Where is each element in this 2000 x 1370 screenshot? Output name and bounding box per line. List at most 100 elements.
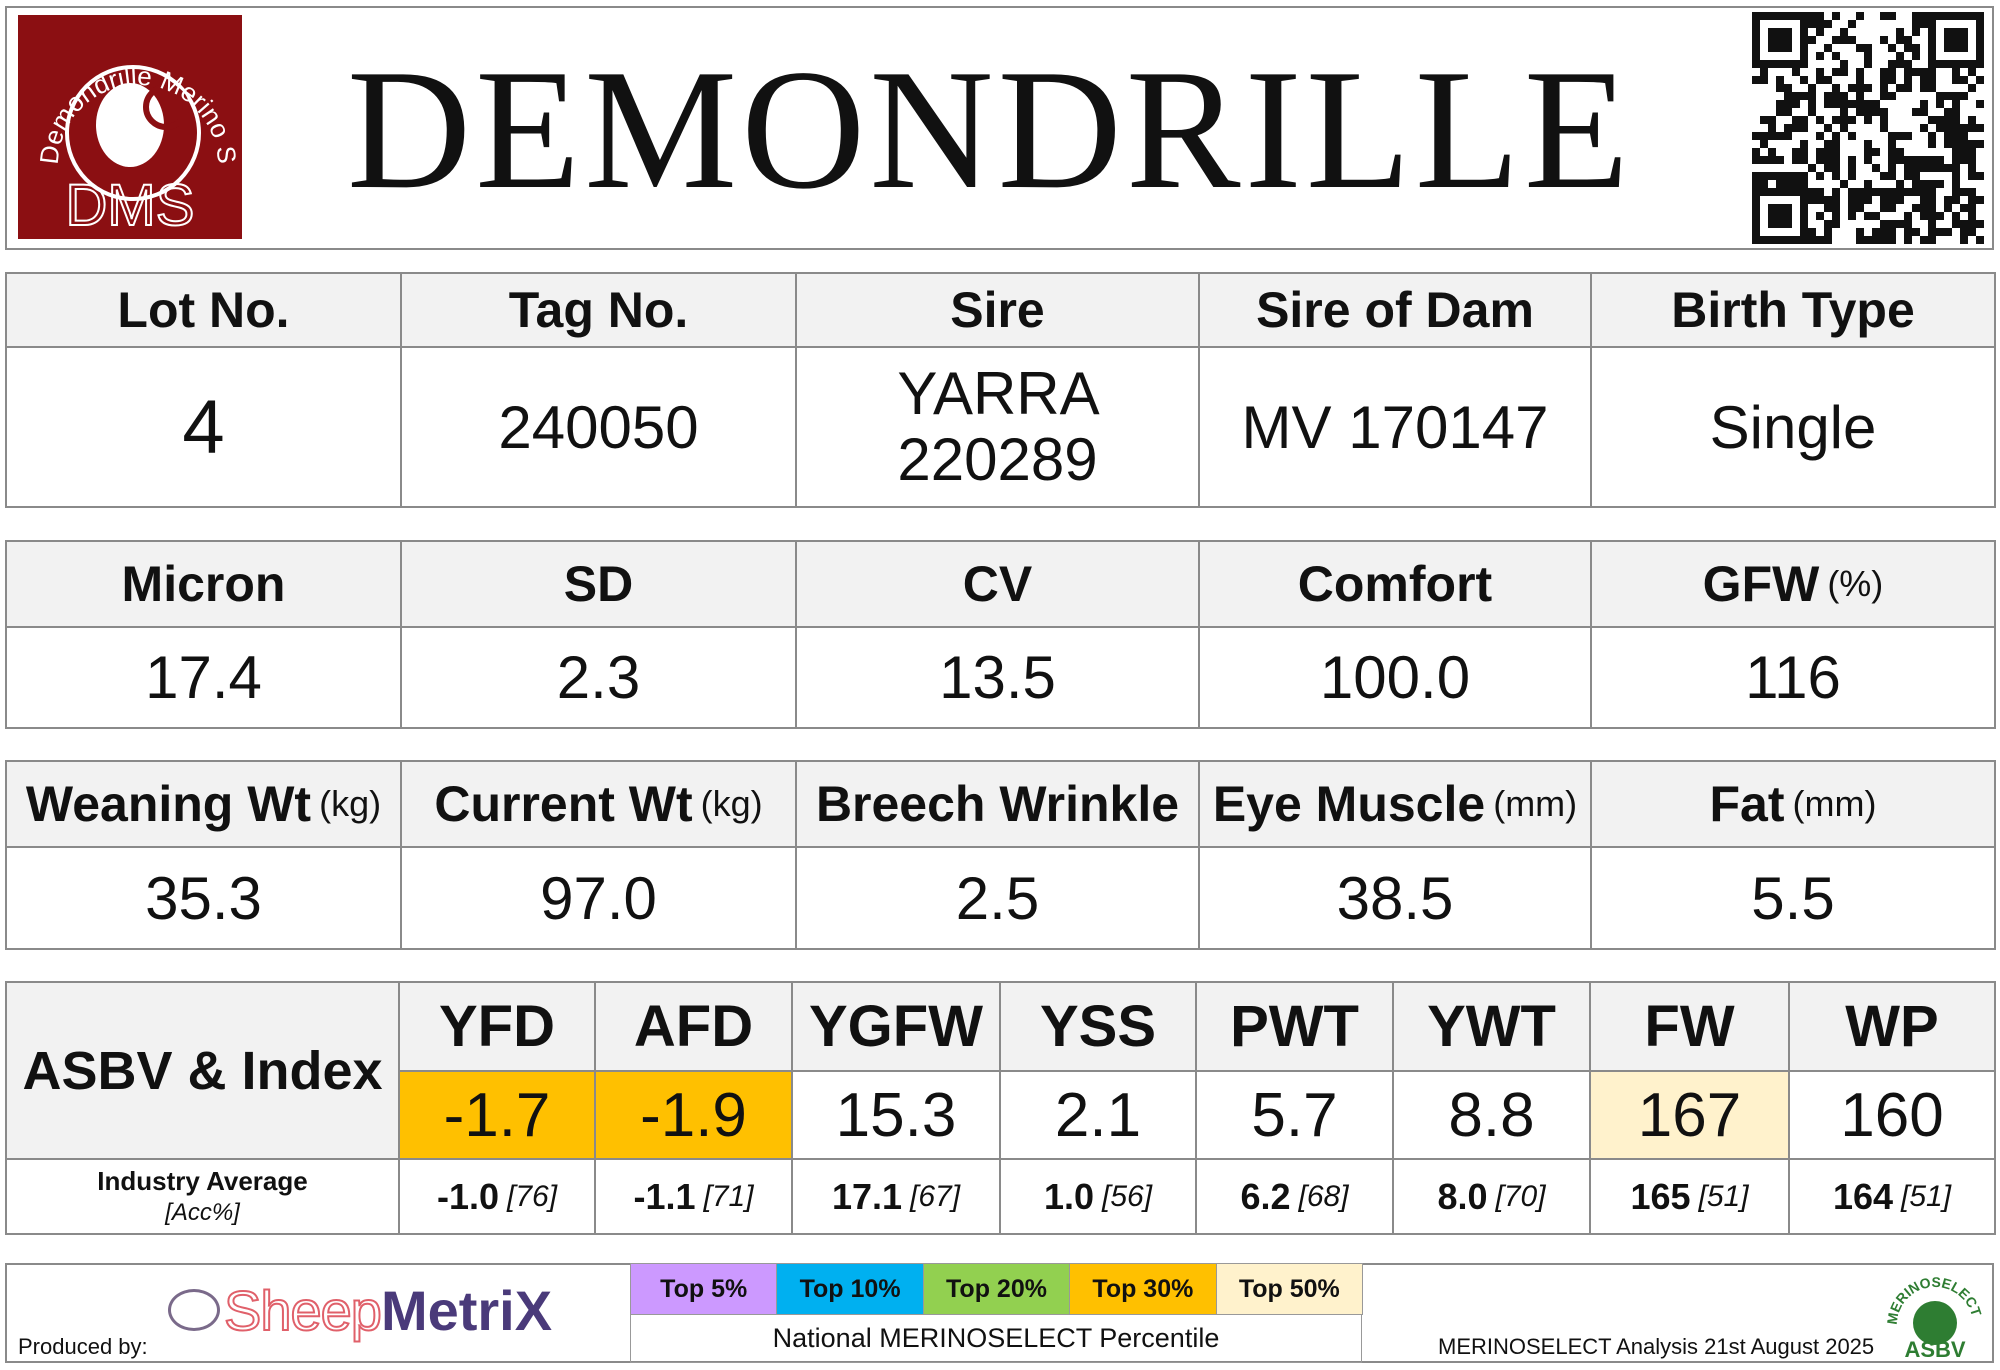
qr-module (1776, 60, 1784, 68)
qr-module (1952, 76, 1960, 84)
qr-module (1760, 116, 1768, 124)
average-label-cell: Industry Average [Acc%] (5, 1158, 400, 1235)
qr-module (1952, 172, 1960, 180)
value: 17.4 (145, 644, 262, 711)
qr-module (1960, 36, 1968, 44)
qr-module (1848, 172, 1856, 180)
qr-module (1752, 28, 1760, 36)
qr-module (1776, 172, 1784, 180)
qr-module (1800, 196, 1808, 204)
qr-module (1904, 68, 1912, 76)
average-cell: 6.2 [68] (1195, 1158, 1394, 1235)
legend-label: Top 30% (1092, 1274, 1194, 1303)
qr-module (1888, 188, 1896, 196)
value-cell: 35.3 (5, 846, 402, 950)
qr-module (1784, 92, 1792, 100)
qr-module (1752, 212, 1760, 220)
accuracy-label: [Acc%] (165, 1198, 240, 1226)
qr-module (1952, 116, 1960, 124)
header-cell: GFW (%) (1590, 540, 1996, 628)
qr-module (1920, 236, 1928, 244)
qr-module (1976, 28, 1984, 36)
qr-module (1800, 76, 1808, 84)
qr-module (1872, 108, 1880, 116)
qr-module (1928, 236, 1936, 244)
qr-module (1904, 236, 1912, 244)
value: 100.0 (1319, 644, 1471, 711)
qr-module (1928, 68, 1936, 76)
legend-band: Top 5% (630, 1263, 778, 1315)
qr-module (1920, 68, 1928, 76)
qr-module (1824, 148, 1832, 156)
qr-module (1816, 188, 1824, 196)
qr-module (1928, 140, 1936, 148)
header-cell: Current Wt (kg) (400, 760, 797, 848)
qr-module (1944, 12, 1952, 20)
qr-module (1928, 36, 1936, 44)
average-value: 8.0 (1437, 1175, 1488, 1217)
brand-logo: Sheep MetriX (168, 1278, 552, 1343)
value: 97.0 (540, 864, 657, 932)
qr-module (1800, 188, 1808, 196)
qr-module (1784, 12, 1792, 20)
qr-module (1904, 76, 1912, 84)
qr-module (1928, 116, 1936, 124)
header-cell: Fat (mm) (1590, 760, 1996, 848)
qr-module (1824, 44, 1832, 52)
qr-module (1800, 116, 1808, 124)
qr-module (1944, 28, 1952, 36)
legend-label: Top 10% (799, 1274, 901, 1303)
header-cell: Eye Muscle (mm) (1198, 760, 1592, 848)
qr-module (1800, 20, 1808, 28)
header-cell: Sire of Dam (1198, 272, 1592, 348)
header-cell: Micron (5, 540, 402, 628)
qr-module (1952, 196, 1960, 204)
qr-module (1968, 12, 1976, 20)
qr-module (1800, 44, 1808, 52)
qr-module (1816, 52, 1824, 60)
trait-name: PWT (1230, 994, 1359, 1059)
qr-module (1808, 36, 1816, 44)
qr-module (1880, 12, 1888, 20)
qr-module (1960, 44, 1968, 52)
qr-module (1920, 20, 1928, 28)
qr-module (1792, 124, 1800, 132)
qr-module (1960, 220, 1968, 228)
produced-by: Produced by: (18, 1334, 148, 1359)
qr-module (1960, 28, 1968, 36)
qr-module (1856, 204, 1864, 212)
qr-module (1792, 92, 1800, 100)
qr-module (1880, 116, 1888, 124)
qr-module (1840, 92, 1848, 100)
qr-module (1816, 132, 1824, 140)
qr-module (1776, 108, 1784, 116)
average-value: 6.2 (1240, 1175, 1291, 1217)
qr-module (1776, 220, 1784, 228)
qr-module (1880, 76, 1888, 84)
qr-module (1912, 52, 1920, 60)
qr-module (1792, 12, 1800, 20)
qr-module (1896, 220, 1904, 228)
qr-module (1752, 172, 1760, 180)
header-label: Weaning Wt (25, 776, 312, 832)
qr-module (1776, 12, 1784, 20)
qr-module (1800, 148, 1808, 156)
qr-module (1760, 132, 1768, 140)
qr-module (1928, 44, 1936, 52)
qr-module (1832, 148, 1840, 156)
qr-module (1800, 156, 1808, 164)
qr-module (1752, 60, 1760, 68)
qr-module (1952, 60, 1960, 68)
qr-module (1960, 76, 1968, 84)
qr-module (1824, 220, 1832, 228)
qr-module (1936, 100, 1944, 108)
header-label: Birth Type (1671, 282, 1915, 338)
asbv-badge: MERINOSELECT ASBV (1885, 1274, 1985, 1360)
qr-module (1760, 180, 1768, 188)
qr-module (1960, 92, 1968, 100)
trait-cell: FW (1589, 981, 1790, 1072)
trait-cell: YSS (999, 981, 1197, 1072)
qr-module (1952, 124, 1960, 132)
analysis-date: MERINOSELECT Analysis 21st August 2025 (1438, 1334, 1875, 1359)
qr-module (1816, 156, 1824, 164)
